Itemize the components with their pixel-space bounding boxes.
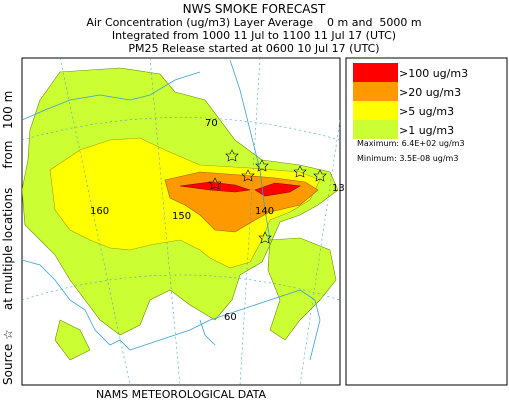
subtitle: Integrated from 1000 11 Jul to 1100 11 J… bbox=[112, 29, 396, 42]
graticule-label: 130 bbox=[332, 183, 351, 194]
graticule bbox=[22, 58, 340, 385]
source-markers bbox=[208, 149, 327, 244]
legend-swatch bbox=[353, 101, 398, 120]
legend-swatch bbox=[353, 82, 398, 101]
legend-label: >5 ug/m3 bbox=[399, 105, 454, 118]
graticule-label: 150 bbox=[172, 211, 191, 222]
legend-swatch bbox=[353, 120, 398, 139]
subtitle: Air Concentration (ug/m3) Layer Average … bbox=[86, 16, 421, 29]
graticule-label: 70 bbox=[205, 118, 218, 129]
source-label: Source ☆ at multiple locations from 100 … bbox=[1, 91, 15, 385]
legend-label: >1 ug/m3 bbox=[399, 124, 454, 137]
footer: NAMS METEOROLOGICAL DATA bbox=[96, 388, 267, 401]
legend-minimum: Minimum: 3.5E-08 ug/m3 bbox=[357, 154, 458, 163]
legend-label: >20 ug/m3 bbox=[399, 86, 461, 99]
legend-maximum: Maximum: 6.4E+02 ug/m3 bbox=[357, 139, 465, 148]
coastline bbox=[22, 59, 321, 361]
title: NWS SMOKE FORECAST bbox=[183, 2, 326, 16]
map: 70 160 150 140 130 60 bbox=[21, 57, 351, 386]
graticule-label: 160 bbox=[90, 206, 109, 217]
graticule-label: 60 bbox=[224, 312, 237, 323]
subtitle: PM25 Release started at 0600 10 Jul 17 (… bbox=[128, 42, 379, 55]
legend-label: >100 ug/m3 bbox=[399, 67, 468, 80]
graticule-label: 140 bbox=[255, 206, 274, 217]
legend-swatch bbox=[353, 63, 398, 82]
